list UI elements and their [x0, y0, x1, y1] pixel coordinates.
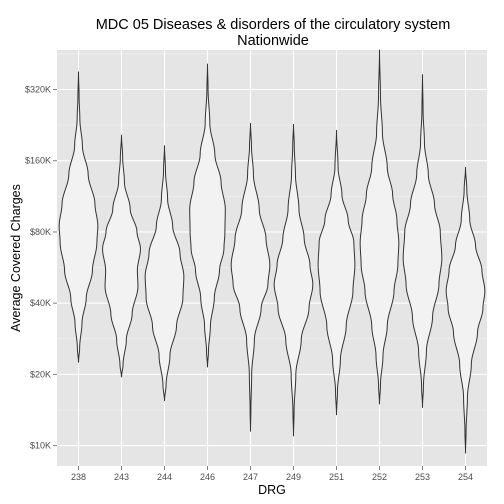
- chart-subtitle: Nationwide: [237, 33, 309, 49]
- x-tick-label: 252: [372, 472, 387, 482]
- x-tick-label: 246: [200, 472, 215, 482]
- y-tick-label: $160K: [25, 156, 51, 166]
- violin-244: [144, 145, 185, 402]
- y-tick-label: $40K: [30, 298, 51, 308]
- y-tick-label: $80K: [30, 227, 51, 237]
- y-tick-label: $20K: [30, 369, 51, 379]
- violin-246: [189, 63, 226, 368]
- x-tick-label: 247: [243, 472, 258, 482]
- violins: [58, 49, 486, 454]
- x-tick-label: 254: [458, 472, 473, 482]
- y-axis: $10K $20K $40K $80K $160K $320K: [25, 84, 57, 451]
- violin-251: [317, 129, 356, 416]
- x-tick-label: 243: [114, 472, 129, 482]
- x-tick-label: 244: [157, 472, 172, 482]
- x-axis-title: DRG: [258, 483, 286, 497]
- violin-252: [359, 49, 400, 405]
- y-axis-title: Average Covered Charges: [9, 184, 23, 332]
- chart-title: MDC 05 Diseases & disorders of the circu…: [96, 17, 451, 33]
- x-tick-label: 253: [415, 472, 430, 482]
- violin-243: [102, 134, 141, 378]
- violin-254: [445, 166, 486, 454]
- x-axis: 238 243 244 246 247 249 251 252 253 254: [71, 466, 473, 482]
- violin-238: [58, 71, 99, 363]
- violin-249: [273, 123, 314, 437]
- x-tick-label: 238: [71, 472, 86, 482]
- violin-253: [402, 74, 443, 408]
- y-tick-label: $320K: [25, 84, 51, 94]
- x-tick-label: 249: [286, 472, 301, 482]
- y-tick-label: $10K: [30, 441, 51, 451]
- x-tick-label: 251: [329, 472, 344, 482]
- violin-247: [230, 122, 271, 432]
